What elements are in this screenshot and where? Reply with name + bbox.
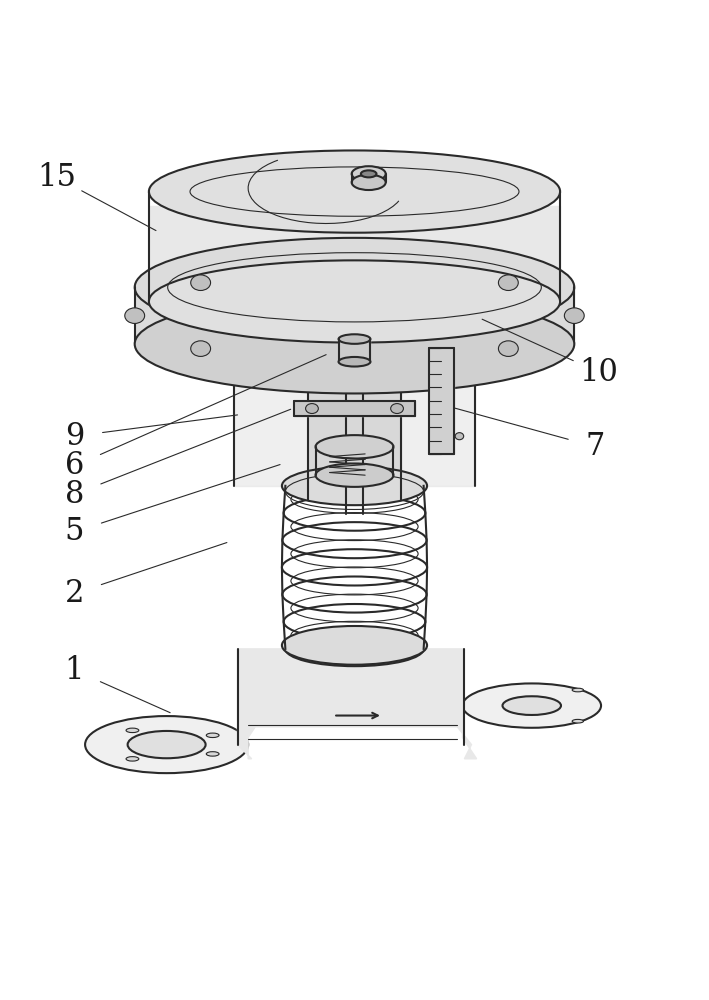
Ellipse shape [191,275,211,290]
Ellipse shape [361,170,376,177]
Ellipse shape [564,308,584,323]
Ellipse shape [498,341,518,356]
Ellipse shape [572,688,584,692]
Text: 1: 1 [65,655,84,686]
Ellipse shape [339,334,370,344]
Ellipse shape [125,308,145,323]
Ellipse shape [149,260,560,343]
Ellipse shape [316,435,393,459]
Polygon shape [238,649,476,759]
Ellipse shape [191,341,211,356]
Ellipse shape [339,357,370,367]
Ellipse shape [352,175,386,190]
Polygon shape [234,344,475,486]
Ellipse shape [455,433,464,440]
Polygon shape [149,206,560,287]
Ellipse shape [498,275,518,290]
Ellipse shape [282,626,427,665]
Text: 10: 10 [580,357,618,388]
Ellipse shape [352,166,386,182]
Ellipse shape [206,752,219,756]
Text: 9: 9 [65,421,84,452]
Ellipse shape [503,696,561,715]
Text: 8: 8 [65,479,84,510]
Ellipse shape [135,238,574,337]
Ellipse shape [306,404,318,414]
Polygon shape [294,401,415,416]
Ellipse shape [316,463,393,487]
Ellipse shape [85,716,248,773]
Polygon shape [308,330,401,500]
Text: 5: 5 [65,516,84,547]
Polygon shape [429,348,454,454]
Polygon shape [135,287,574,344]
Ellipse shape [206,733,219,738]
Polygon shape [339,339,370,362]
Ellipse shape [462,683,601,728]
Ellipse shape [126,728,139,733]
Ellipse shape [391,404,403,414]
Ellipse shape [149,150,560,233]
Ellipse shape [135,295,574,393]
Ellipse shape [282,466,427,505]
Text: 6: 6 [65,450,84,481]
Text: 2: 2 [65,578,84,609]
Text: 7: 7 [586,431,605,462]
Ellipse shape [572,719,584,723]
Ellipse shape [126,757,139,761]
Text: 15: 15 [37,162,77,193]
Ellipse shape [128,731,206,758]
